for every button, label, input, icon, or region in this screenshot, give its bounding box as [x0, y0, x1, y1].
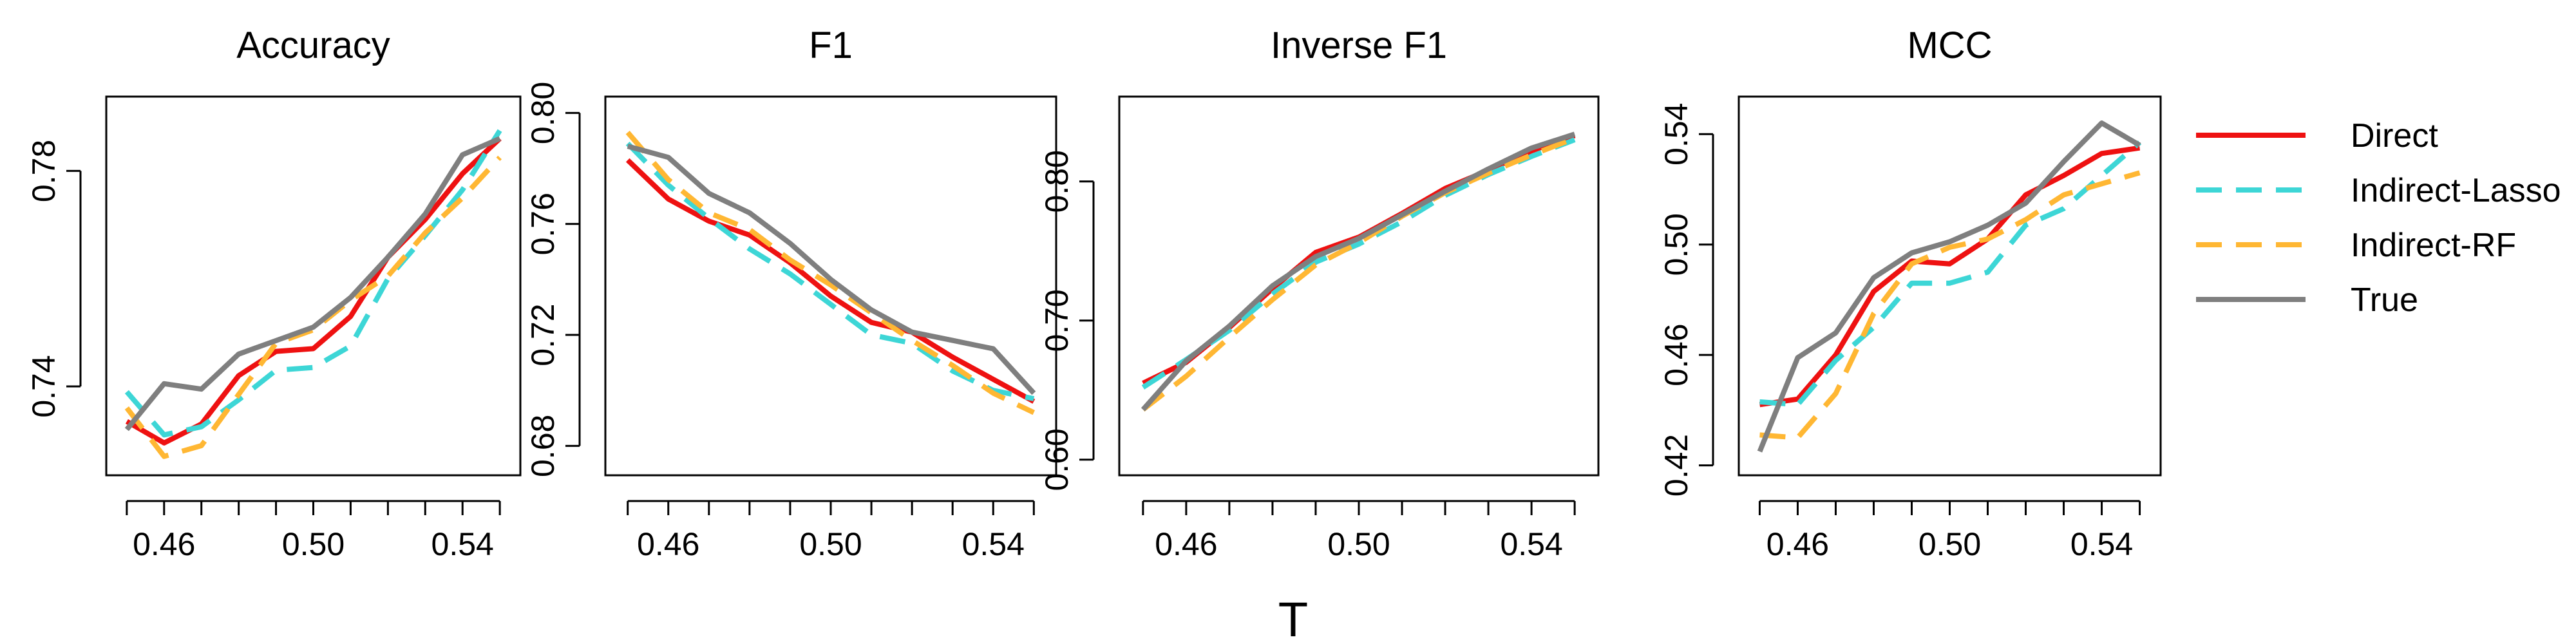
y-tick-label: 0.68	[525, 415, 561, 477]
series-line-accuracy-indirect-rf	[124, 155, 502, 459]
y-tick-label: 0.76	[525, 193, 561, 255]
series-line-accuracy-indirect-lasso	[124, 129, 502, 438]
y-tick-label: 0.78	[26, 140, 62, 202]
series-line-mcc-indirect-lasso	[1759, 140, 2142, 408]
legend-entry-indirect-rf: Indirect-RF	[2196, 227, 2516, 264]
series-line-accuracy-true	[124, 136, 501, 431]
series-line-mcc-indirect-rf	[1759, 170, 2141, 440]
y-tick-label: 0.72	[525, 303, 561, 366]
plot-frame-f1	[604, 95, 1057, 477]
series-line-mcc-true	[1757, 120, 2141, 453]
y-tick-label: 0.74	[26, 355, 62, 417]
y-tick-label: 0.80	[525, 82, 561, 144]
plot-frame-accuracy	[105, 95, 522, 477]
series-line-f1-direct	[625, 158, 1036, 404]
legend-entry-true: True	[2196, 281, 2418, 319]
panel-f1: F1 0.46 0.50 0.54 0.68 0.72 0.76 0.80	[525, 24, 1057, 562]
y-tick-label: 0.70	[1039, 289, 1075, 352]
legend-label-indirect-lasso: Indirect-Lasso	[2351, 172, 2561, 209]
series-line-inverse-f1-true	[1141, 131, 1576, 412]
series-line-f1-true	[627, 144, 1036, 395]
x-tick-label: 0.46	[1155, 526, 1217, 562]
series-line-mcc-direct	[1759, 145, 2141, 408]
panel-title-inverse-f1: Inverse F1	[1271, 24, 1447, 66]
panel-title-mcc: MCC	[1907, 24, 1992, 66]
x-tick-label: 0.50	[1918, 526, 1981, 562]
x-tick-label: 0.46	[637, 526, 699, 562]
series-line-f1-indirect-rf	[625, 130, 1036, 415]
x-tick-label: 0.54	[2070, 526, 2133, 562]
y-tick-label: 0.50	[1658, 213, 1694, 276]
y-tick-label: 0.42	[1658, 434, 1694, 497]
series-line-f1-indirect-lasso	[625, 142, 1035, 402]
shared-x-axis-label: T	[1278, 592, 1308, 644]
series-line-inverse-f1-indirect-rf	[1141, 136, 1576, 412]
panel-mcc: MCC 0.46 0.50 0.54 0.42 0.46 0.50 0.54	[1658, 24, 2162, 562]
x-tick-label: 0.50	[282, 526, 345, 562]
x-tick-label: 0.54	[962, 526, 1025, 562]
legend-entry-indirect-lasso: Indirect-Lasso	[2196, 172, 2561, 209]
legend-label-direct: Direct	[2351, 117, 2438, 155]
x-tick-label: 0.54	[1500, 526, 1562, 562]
panel-title-f1: F1	[809, 24, 853, 66]
y-tick-label: 0.54	[1658, 103, 1694, 166]
plot-frame-inverse-f1	[1118, 95, 1600, 477]
x-tick-label: 0.46	[1766, 526, 1829, 562]
y-tick-label: 0.60	[1039, 428, 1075, 491]
legend: Direct Indirect-Lasso Indirect-RF True	[2196, 117, 2561, 319]
panels: Accuracy 0.46 0.50 0.54 0.74 0.78 F1 0.46 0.50 0.…	[26, 24, 2162, 562]
legend-entry-direct: Direct	[2196, 117, 2438, 155]
plot-frame-mcc	[1738, 95, 2162, 477]
x-tick-label: 0.50	[1327, 526, 1390, 562]
y-tick-label: 0.80	[1039, 150, 1075, 213]
panel-inverse-f1: Inverse F1 0.46 0.50 0.54 0.60 0.70 0.80	[1039, 24, 1600, 562]
legend-label-indirect-rf: Indirect-RF	[2351, 227, 2516, 264]
x-tick-label: 0.46	[133, 526, 195, 562]
y-tick-label: 0.46	[1658, 323, 1694, 386]
legend-label-true: True	[2351, 281, 2418, 319]
x-tick-label: 0.50	[799, 526, 862, 562]
x-tick-label: 0.54	[431, 526, 494, 562]
panel-accuracy: Accuracy 0.46 0.50 0.54 0.74 0.78	[26, 24, 522, 562]
series-line-inverse-f1-indirect-lasso	[1141, 137, 1576, 390]
panel-title-accuracy: Accuracy	[236, 24, 390, 66]
